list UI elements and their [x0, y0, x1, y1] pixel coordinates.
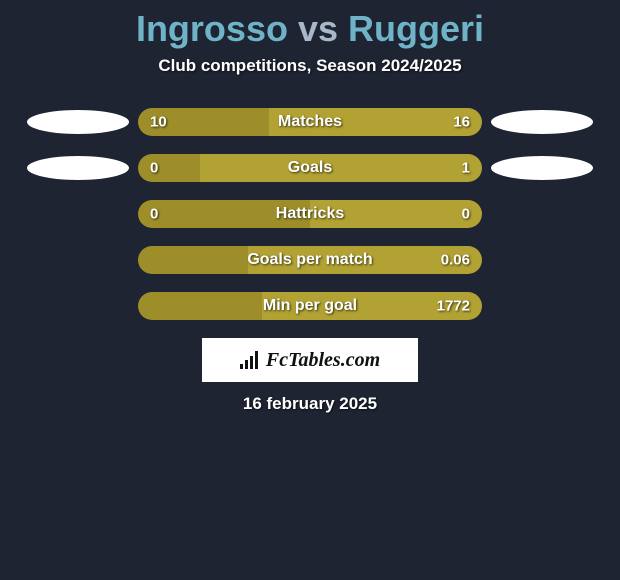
stat-value-right: 0.06	[441, 252, 470, 269]
stat-value-left: 0	[150, 160, 158, 177]
stat-label: Min per goal	[263, 297, 357, 315]
stat-label: Matches	[278, 113, 342, 131]
stat-value-left: 10	[150, 114, 167, 131]
stat-bar: 0 1 Goals	[138, 154, 482, 182]
stat-label: Goals	[288, 159, 332, 177]
stat-row: 1772 Min per goal	[0, 292, 620, 320]
vs-text: vs	[298, 8, 338, 49]
left-badge-slot	[18, 110, 138, 134]
team-badge-right	[491, 110, 593, 134]
stat-value-right: 16	[453, 114, 470, 131]
stat-value-right: 1772	[437, 298, 470, 315]
right-badge-slot	[482, 110, 602, 134]
subtitle: Club competitions, Season 2024/2025	[0, 56, 620, 76]
bar-segment-left	[138, 246, 248, 274]
stat-row: 0 1 Goals	[0, 154, 620, 182]
stat-row: 0.06 Goals per match	[0, 246, 620, 274]
stat-value-right: 1	[462, 160, 470, 177]
logo-text: FcTables.com	[266, 349, 380, 372]
bar-segment-left	[138, 292, 262, 320]
stat-bar: 1772 Min per goal	[138, 292, 482, 320]
stat-label: Hattricks	[276, 205, 344, 223]
stat-bar: 0.06 Goals per match	[138, 246, 482, 274]
stat-bar: 10 16 Matches	[138, 108, 482, 136]
stat-bar: 0 0 Hattricks	[138, 200, 482, 228]
team-badge-left	[27, 156, 129, 180]
bar-segment-left	[138, 154, 200, 182]
date-label: 16 february 2025	[0, 394, 620, 414]
stat-row: 10 16 Matches	[0, 108, 620, 136]
stat-label: Goals per match	[247, 251, 372, 269]
left-badge-slot	[18, 156, 138, 180]
comparison-card: Ingrosso vs Ruggeri Club competitions, S…	[0, 0, 620, 580]
stat-value-left: 0	[150, 206, 158, 223]
team-badge-right	[491, 156, 593, 180]
stat-value-right: 0	[462, 206, 470, 223]
page-title: Ingrosso vs Ruggeri	[0, 8, 620, 50]
stat-rows: 10 16 Matches 0 1 Goals 0 0 Hattricks 0.06 Goals p…	[0, 108, 620, 320]
fctables-logo[interactable]: FcTables.com	[202, 338, 418, 382]
team-badge-left	[27, 110, 129, 134]
stat-row: 0 0 Hattricks	[0, 200, 620, 228]
bar-segment-right	[200, 154, 482, 182]
bar-chart-icon	[240, 351, 262, 369]
right-badge-slot	[482, 156, 602, 180]
player2-name: Ruggeri	[348, 8, 484, 49]
player1-name: Ingrosso	[136, 8, 288, 49]
